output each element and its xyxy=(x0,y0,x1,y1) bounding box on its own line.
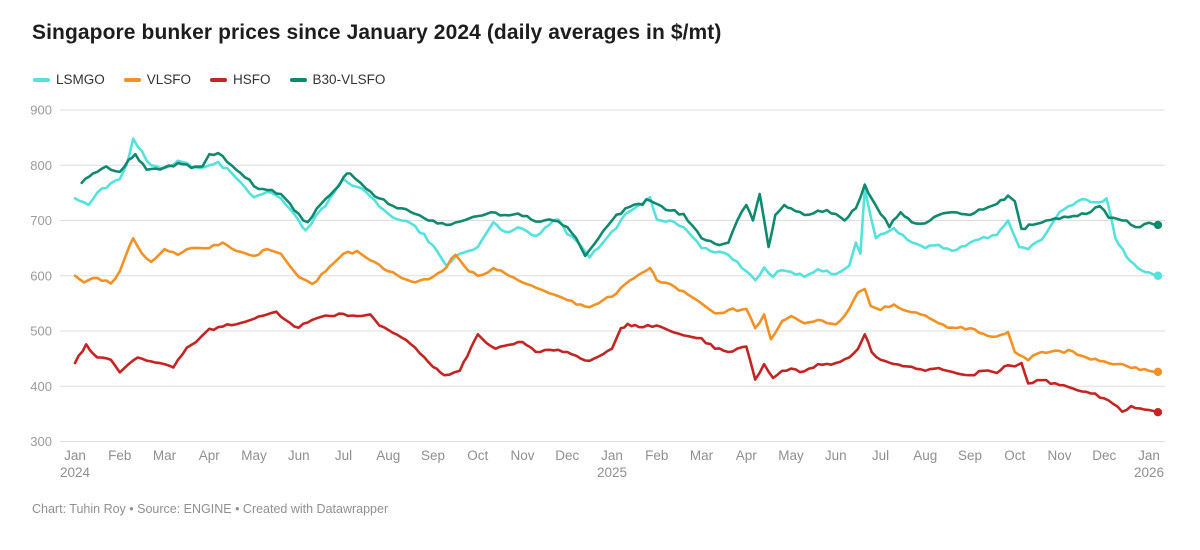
x-tick-label: Mar xyxy=(153,448,177,463)
series-line-lsmgo xyxy=(73,137,1160,282)
x-tick-label: Dec xyxy=(1092,448,1116,463)
legend-item-b30-vlsfo: B30-VLSFO xyxy=(289,72,386,87)
x-tick-label: Jan xyxy=(1138,448,1160,463)
x-tick-label: Jan xyxy=(64,448,86,463)
y-tick-label: 800 xyxy=(30,158,52,173)
legend-label: LSMGO xyxy=(56,72,105,87)
legend-item-vlsfo: VLSFO xyxy=(123,72,192,87)
x-tick-year-label: 2026 xyxy=(1134,465,1164,480)
legend-item-lsmgo: LSMGO xyxy=(33,72,105,87)
x-tick-year-label: 2024 xyxy=(60,465,91,480)
legend-item-hsfo: HSFO xyxy=(210,72,271,87)
legend-swatch xyxy=(289,77,307,82)
x-tick-label: Jul xyxy=(335,448,352,463)
legend: LSMGO VLSFO HSFO B30-VLSFO xyxy=(33,72,385,87)
x-tick-label: Sep xyxy=(421,448,445,463)
series-end-dot-vlsfo xyxy=(1153,367,1163,377)
x-tick-label: Feb xyxy=(645,448,668,463)
legend-label: VLSFO xyxy=(146,72,192,87)
y-tick-label: 300 xyxy=(30,434,52,449)
x-tick-label: Jun xyxy=(825,448,847,463)
x-tick-label: Feb xyxy=(108,448,131,463)
series-line-hsfo xyxy=(73,310,1160,414)
y-tick-label: 900 xyxy=(30,103,52,118)
x-tick-label: Mar xyxy=(690,448,714,463)
x-tick-label: Aug xyxy=(913,448,937,463)
x-tick-label: Apr xyxy=(736,448,758,463)
x-tick-label: Dec xyxy=(555,448,579,463)
chart-credit: Chart: Tuhin Roy • Source: ENGINE • Crea… xyxy=(32,502,389,516)
x-tick-label: Sep xyxy=(958,448,982,463)
legend-swatch xyxy=(210,77,228,82)
chart-title: Singapore bunker prices since January 20… xyxy=(32,21,722,44)
x-tick-label: Oct xyxy=(467,448,488,463)
x-tick-label: Jun xyxy=(288,448,310,463)
legend-label: B30-VLSFO xyxy=(312,72,386,87)
series-line-vlsfo xyxy=(73,236,1160,374)
x-tick-label: May xyxy=(241,448,267,463)
y-tick-label: 700 xyxy=(30,213,52,228)
x-tick-label: Nov xyxy=(1047,448,1071,463)
legend-label: HSFO xyxy=(233,72,271,87)
x-tick-label: Aug xyxy=(376,448,400,463)
x-tick-label: Jul xyxy=(872,448,889,463)
x-tick-label: Oct xyxy=(1004,448,1025,463)
x-tick-year-label: 2025 xyxy=(597,465,627,480)
series-end-dot-b30-vlsfo xyxy=(1153,220,1163,230)
series-end-dot-hsfo xyxy=(1153,408,1163,417)
y-tick-label: 400 xyxy=(30,379,52,394)
x-tick-label: Jan xyxy=(601,448,623,463)
x-tick-label: Apr xyxy=(199,448,221,463)
x-tick-label: Nov xyxy=(510,448,534,463)
legend-swatch xyxy=(123,77,141,82)
series-line-b30-vlsfo xyxy=(80,151,1160,258)
legend-swatch xyxy=(33,77,50,82)
y-tick-label: 600 xyxy=(30,268,52,283)
series-end-dot-lsmgo xyxy=(1153,271,1163,280)
x-tick-label: May xyxy=(778,448,804,463)
y-tick-label: 500 xyxy=(30,324,52,339)
